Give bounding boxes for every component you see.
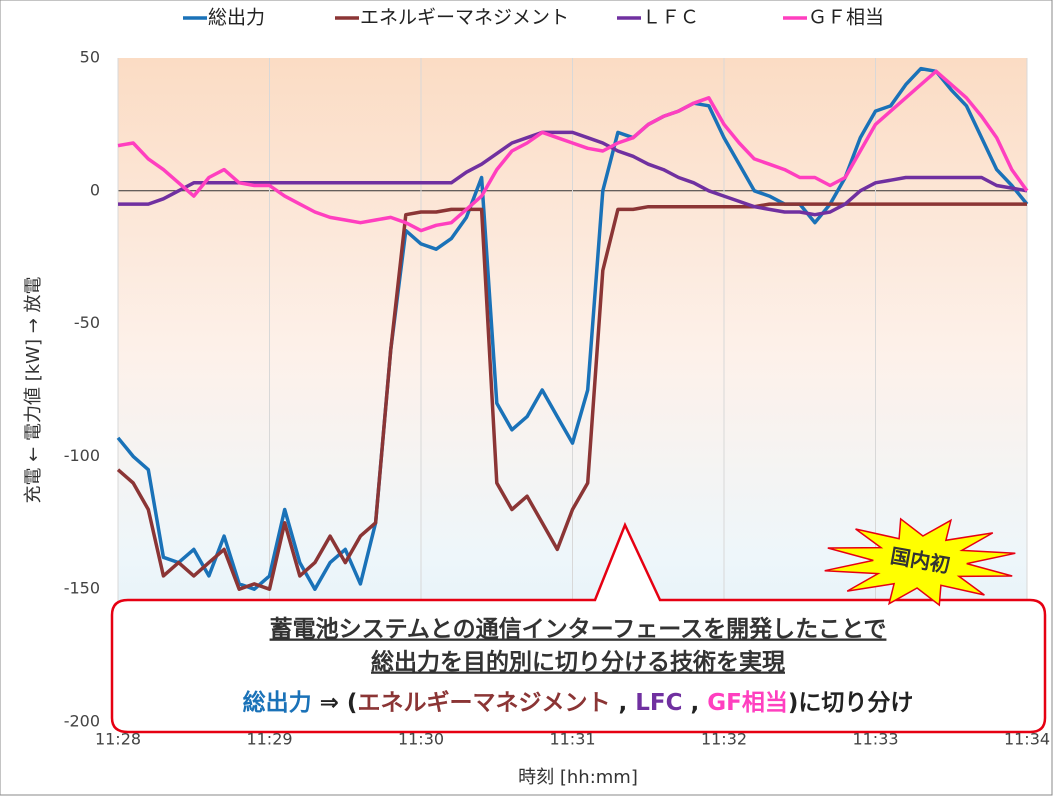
badge-star (824, 517, 1016, 607)
callout-line: 蓄電池システムとの通信インターフェースを開発したことで (270, 616, 887, 643)
summary-part: , (610, 690, 635, 716)
summary-part: , (682, 690, 707, 716)
x-tick-label: 11:33 (852, 730, 898, 749)
summary-part: )に切り分け (788, 690, 914, 716)
y-tick-label: -150 (64, 579, 100, 598)
x-tick-label: 11:34 (1004, 730, 1050, 749)
summary-part: GF相当 (707, 690, 788, 716)
legend-label: エネルギーマネジメント (360, 7, 569, 29)
legend-label: 総出力 (208, 7, 265, 29)
y-tick-label: -50 (74, 313, 100, 332)
callout-summary: 総出力 ⇒ (エネルギーマネジメント , LFC , GF相当)に切り分け (243, 689, 914, 716)
series-line (116, 66, 1029, 591)
summary-part: LFC (635, 690, 682, 716)
y-tick-label: -200 (64, 712, 100, 731)
series-line (118, 130, 1028, 217)
y-tick-label: -100 (64, 446, 100, 465)
x-tick-label: 11:31 (549, 730, 595, 749)
callout-box (110, 521, 1047, 734)
series-line (116, 202, 1027, 591)
x-tick-label: 11:30 (398, 730, 444, 749)
y-tick-label: 50 (80, 48, 100, 67)
summary-part: 総出力 (243, 689, 312, 716)
callout-line: 総出力を目的別に切り分ける技術を実現 (371, 649, 785, 676)
x-tick-label: 11:32 (701, 730, 747, 749)
y-axis-label: 充電 ← 電力値 [kW] → 放電 (23, 276, 44, 503)
series-line (117, 69, 1029, 233)
x-tick-label: 11:28 (95, 730, 141, 749)
y-tick-label: 0 (90, 180, 100, 199)
summary-part: ⇒ ( (312, 690, 358, 716)
x-tick-label: 11:29 (246, 730, 292, 749)
legend-label: ＧＦ相当 (808, 7, 884, 29)
x-axis-label: 時刻 [hh:mm] (518, 767, 638, 788)
legend-label: ＬＦＣ (642, 7, 699, 29)
summary-part: エネルギーマネジメント (357, 690, 610, 716)
